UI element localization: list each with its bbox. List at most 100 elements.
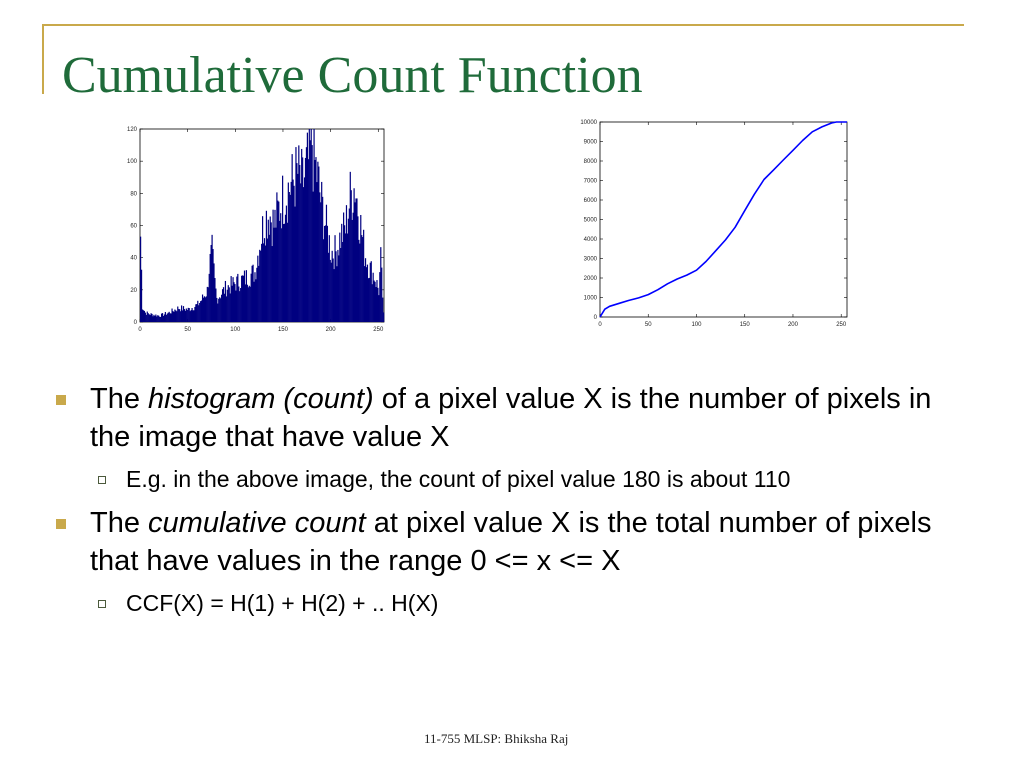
histogram-bar: [266, 238, 268, 322]
histogram-bar: [295, 147, 297, 322]
slide-title: Cumulative Count Function: [62, 47, 643, 104]
histogram-bar: [228, 287, 230, 322]
histogram-bar: [338, 255, 340, 322]
histogram-bar: [225, 296, 227, 322]
histogram-bar: [208, 273, 210, 322]
x-tick-label: 150: [278, 327, 289, 333]
histogram-bar: [261, 243, 263, 322]
histogram-bar: [383, 312, 385, 322]
slide-footer: 11-755 MLSP: Bhiksha Raj: [424, 731, 569, 746]
histogram-bar: [270, 222, 272, 322]
histogram-bar: [303, 177, 306, 322]
histogram-bar: [157, 315, 159, 322]
histogram-bar: [343, 212, 345, 322]
histogram-bar: [191, 308, 193, 322]
histogram-bar: [300, 183, 302, 322]
histogram-bar: [161, 313, 164, 322]
histogram-bar: [367, 278, 369, 322]
histogram-bar: [145, 314, 147, 322]
histogram-bar: [192, 310, 194, 322]
bullet-text-pre: The: [90, 383, 149, 415]
histogram-bar: [198, 305, 200, 322]
histogram-bar: [162, 315, 165, 322]
histogram-bar: [314, 159, 316, 322]
histogram-bar: [357, 216, 359, 322]
histogram-bar: [260, 250, 262, 322]
bullet-square-icon: [56, 395, 66, 405]
histogram-bar: [230, 276, 232, 322]
title-rule-horizontal: [42, 24, 964, 26]
histogram-bar: [210, 244, 212, 322]
histogram-bar: [256, 267, 258, 322]
y-tick-label: 3000: [584, 257, 598, 263]
histogram-bar: [180, 305, 183, 322]
histogram-bar: [189, 311, 191, 322]
histogram-bar: [323, 239, 325, 322]
histogram-bar: [239, 291, 241, 322]
histogram-bar: [280, 213, 282, 322]
histogram-bar: [207, 287, 209, 322]
histogram-bar: [313, 129, 315, 322]
histogram-bar: [336, 266, 338, 322]
histogram-bar: [216, 297, 218, 322]
histogram-bar: [182, 306, 185, 322]
sub-bullet-text: CCF(X) = H(1) + H(2) + .. H(X): [126, 590, 439, 616]
y-tick-label: 1000: [584, 296, 598, 302]
histogram-bar: [278, 201, 280, 322]
histogram-bar: [347, 218, 349, 322]
histogram-bar: [227, 285, 229, 322]
histogram-bar: [167, 312, 169, 322]
histogram-bar: [301, 148, 303, 322]
histogram-bar: [376, 280, 378, 322]
histogram-bar: [337, 249, 339, 322]
histogram-bar: [312, 191, 314, 322]
histogram-bar: [141, 309, 144, 322]
histogram-bar: [177, 306, 179, 322]
histogram-bar: [155, 314, 157, 322]
histogram-bar: [294, 206, 296, 322]
bullet-emphasis: histogram (count): [148, 383, 374, 415]
histogram-bar: [241, 275, 244, 322]
histogram-bar: [164, 311, 166, 322]
y-tick-label: 4000: [584, 237, 598, 243]
histogram-bar: [296, 163, 298, 322]
plot-frame: [599, 121, 848, 318]
histogram-bar: [242, 275, 245, 322]
histogram-bar: [378, 295, 380, 322]
histogram-bar: [355, 198, 357, 322]
histogram-bar: [250, 273, 252, 322]
histogram-bar: [190, 310, 192, 322]
histogram-bar: [184, 310, 186, 322]
histogram-bar: [181, 310, 184, 322]
histogram-bar: [148, 314, 150, 322]
histogram-bar: [248, 285, 250, 322]
histogram-bar: [289, 194, 291, 322]
histogram-bar: [166, 313, 168, 322]
histogram-bar: [310, 129, 312, 322]
histogram-bar: [275, 227, 277, 322]
histogram-bar: [224, 280, 227, 322]
histogram-bar: [309, 140, 311, 322]
histogram-bar: [264, 245, 267, 322]
histogram-bar: [257, 255, 259, 322]
histogram-bar: [315, 157, 317, 322]
histogram-bar: [288, 192, 290, 322]
histogram-bar: [366, 264, 369, 322]
histogram-bar: [149, 315, 151, 322]
histogram-bar: [358, 239, 360, 322]
histogram-bar: [322, 196, 324, 322]
y-tick-label: 0: [134, 320, 138, 326]
histogram-bar: [168, 311, 170, 322]
histogram-bar: [317, 161, 319, 322]
histogram-bar: [262, 243, 265, 322]
histogram-bar: [284, 214, 287, 322]
bullet-square-icon: [56, 519, 66, 529]
histogram-bar: [331, 250, 333, 322]
histogram-bar: [222, 287, 225, 322]
histogram-bar: [342, 241, 344, 322]
x-tick-label: 100: [691, 322, 702, 328]
histogram-bar: [236, 276, 238, 322]
histogram-bar: [223, 293, 226, 322]
histogram-bar: [334, 235, 336, 322]
y-tick-label: 2000: [584, 276, 598, 282]
